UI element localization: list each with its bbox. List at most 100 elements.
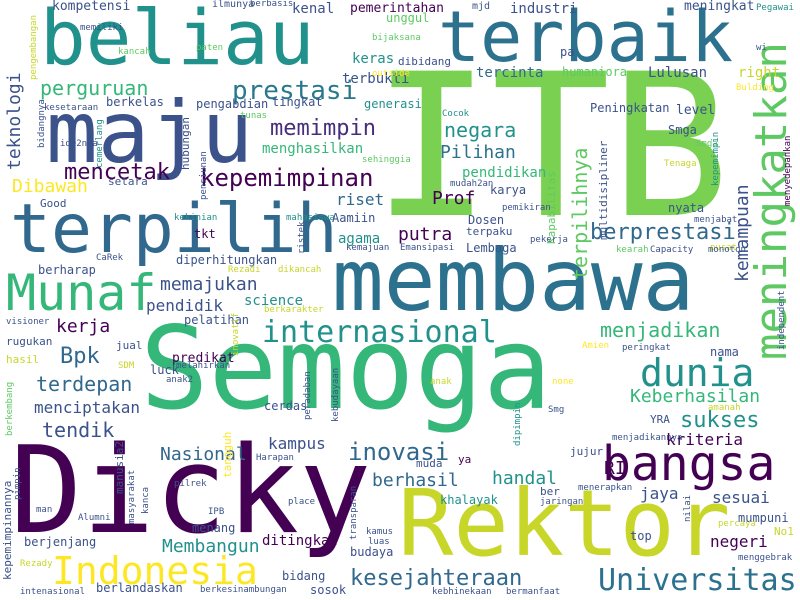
word-dikancah: dikancah: [278, 265, 322, 275]
word-unggul: unggul: [386, 11, 430, 25]
word-menciptakan: menciptakan: [34, 398, 140, 417]
word-kerja: kerja: [56, 316, 111, 337]
word-mjd: mjd: [472, 1, 491, 12]
word-maju: maju: [46, 83, 254, 183]
word-outside: outside: [372, 69, 410, 79]
word-harapan: Harapan: [256, 453, 294, 463]
word-alumni: Alumni: [78, 513, 111, 523]
word-lembaga: Lembaga: [466, 241, 517, 255]
word-tangguh: tangguh: [221, 431, 234, 478]
word-smga: Smga: [668, 123, 697, 137]
word-amien: Amien: [582, 341, 610, 351]
word-aamiin: Aamiin: [332, 211, 376, 225]
word-diperhitungkan: diperhitungkan: [176, 253, 278, 267]
word-menjabat: menjabat: [694, 215, 738, 225]
word-kesetaraan: kesetaraan: [44, 103, 99, 113]
word-inovatif: inovatif: [231, 312, 241, 356]
word-menyedepankan: menyedepankan: [783, 135, 793, 206]
word-menggebrak: menggebrak: [738, 553, 793, 563]
word-itb: ITB: [372, 31, 730, 262]
word-pelatihan: pelatihan: [184, 313, 250, 327]
word-peringkat: peringkat: [622, 343, 671, 353]
word-level: level: [676, 103, 716, 118]
word-nyata: nyata: [668, 201, 705, 215]
word-ipb: IPB: [208, 507, 225, 517]
word-memiliki: memiliki: [80, 23, 124, 33]
word-terpilihnya: terpilihnya: [568, 147, 592, 280]
word-tendik: tendik: [42, 418, 115, 442]
word-terpilih: terpilih: [10, 190, 338, 269]
word-rezadi: Rezadi: [228, 265, 261, 275]
word-kanca: kanca: [141, 486, 151, 514]
word-bidang: bidang: [282, 569, 326, 583]
word-agama: agama: [338, 231, 381, 247]
word-membangun: Membangun: [162, 536, 260, 557]
word-jual: jual: [116, 339, 143, 352]
word-ber: ber: [540, 485, 560, 498]
word-ide2nya: ide2nya: [60, 139, 98, 149]
word-emansipasi: Emansipasi: [400, 243, 455, 253]
word-menerapkan: menerapkan: [578, 483, 633, 493]
word-peradaban: peradaban: [303, 371, 313, 420]
word-perguruan: perguruan: [40, 76, 149, 100]
word-monoton: monoton: [708, 245, 746, 255]
word-berharap: berharap: [38, 263, 96, 277]
word-keberhasilan: Keberhasilan: [630, 386, 761, 407]
word-jujur: jujur: [570, 445, 604, 458]
word-internasional: internasional: [262, 315, 497, 350]
word-muda: muda: [416, 457, 443, 470]
word-menghasilkan: menghasilkan: [262, 141, 364, 157]
word-bidangnya: bidangnya: [37, 99, 47, 148]
word-pengembangan: pengembangan: [29, 14, 39, 80]
word-terbukti: terbukti: [342, 71, 410, 87]
word-terbaik: terbaik: [438, 0, 734, 78]
word-pendidik: pendidik: [146, 296, 224, 315]
word-menang: menang: [192, 521, 236, 535]
word-negeri: negeri: [710, 532, 768, 551]
word-sehinggia: sehinggia: [362, 155, 411, 165]
word-kriteria: kriteria: [666, 430, 744, 449]
word-rugukan: rugukan: [6, 335, 53, 348]
word-no1: No1: [774, 525, 794, 538]
word-smga-small: Smga: [696, 139, 718, 149]
word-setara: setara: [108, 175, 148, 188]
word-peningkatan: Peningkatan: [590, 101, 670, 115]
word-generasi: generasi: [364, 97, 422, 111]
word-bijaksana: bijaksana: [372, 33, 421, 43]
word-kamus: kamus: [366, 527, 394, 537]
word-karya: karya: [490, 183, 527, 197]
word-jaya: jaya: [640, 484, 679, 503]
word-kearah: kearah: [616, 245, 649, 255]
word-semoga: Semoga: [140, 302, 552, 435]
word-kancah: kancah: [118, 47, 151, 57]
word-kebudayaan: kebudayaan: [331, 367, 341, 422]
word-memajukan: memajukan: [160, 274, 258, 295]
word-pimpin: pimpin: [13, 467, 23, 500]
word-berkembang: berkembang: [5, 381, 15, 436]
word-berkarakter: berkarakter: [264, 305, 324, 315]
word-humaniora: humaniora: [562, 65, 628, 79]
word-pendidikan: pendidikan: [462, 165, 547, 181]
word-meningkat: meningkat: [684, 0, 755, 14]
word-amanah: amanah: [708, 403, 741, 413]
word-bangsa: bangsa: [602, 436, 776, 492]
word-multidisipliner: multidisipliner: [597, 140, 610, 240]
word-kompetensi: kompetensi: [52, 0, 131, 14]
word-percaya: percaya: [718, 519, 756, 529]
word-pensiunan: pensiunan: [199, 151, 209, 200]
word-anak: anak: [430, 377, 452, 387]
word-predikat: predikat: [172, 351, 235, 366]
word-terdepan: terdepan: [36, 372, 133, 396]
word-dibidang: dibidang: [398, 55, 451, 68]
word-masyarakat: masyarakat: [127, 469, 137, 524]
word-dosen: Dosen: [468, 213, 505, 227]
word-none: none: [552, 377, 574, 387]
word-munaf: Munaf: [6, 264, 157, 322]
word-luas: luas: [368, 537, 390, 547]
word-tingkat: tingkat: [272, 95, 323, 109]
word-top: top: [630, 529, 652, 543]
word-tercinta: tercinta: [476, 65, 544, 81]
word-luck: luck: [150, 363, 179, 377]
word-good: Good: [40, 197, 67, 210]
word-kepemimpin: kepemimpin: [711, 131, 721, 186]
